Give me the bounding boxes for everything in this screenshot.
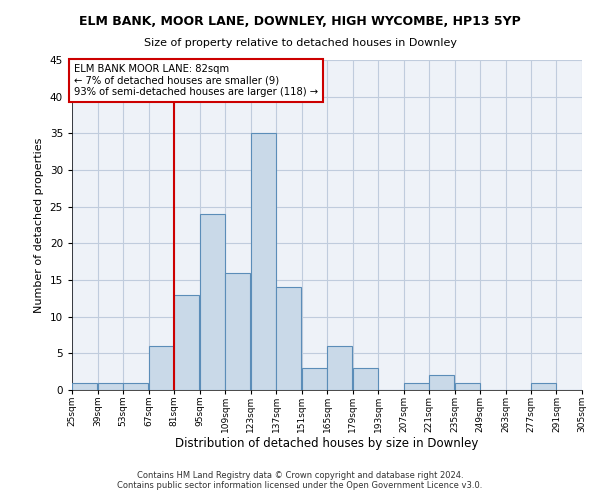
Bar	[532, 382, 556, 390]
Bar	[73, 382, 97, 390]
X-axis label: Distribution of detached houses by size in Downley: Distribution of detached houses by size …	[175, 438, 479, 450]
Text: ELM BANK MOOR LANE: 82sqm
← 7% of detached houses are smaller (9)
93% of semi-de: ELM BANK MOOR LANE: 82sqm ← 7% of detach…	[74, 64, 318, 97]
Text: Size of property relative to detached houses in Downley: Size of property relative to detached ho…	[143, 38, 457, 48]
Bar	[353, 368, 377, 390]
Bar	[328, 346, 352, 390]
Bar	[404, 382, 428, 390]
Bar	[251, 134, 275, 390]
Bar	[124, 382, 148, 390]
Bar	[149, 346, 173, 390]
Text: Contains HM Land Registry data © Crown copyright and database right 2024.
Contai: Contains HM Land Registry data © Crown c…	[118, 470, 482, 490]
Bar	[175, 294, 199, 390]
Bar	[277, 288, 301, 390]
Bar	[226, 272, 250, 390]
Bar	[455, 382, 479, 390]
Bar	[430, 376, 454, 390]
Bar	[98, 382, 122, 390]
Y-axis label: Number of detached properties: Number of detached properties	[34, 138, 44, 312]
Text: ELM BANK, MOOR LANE, DOWNLEY, HIGH WYCOMBE, HP13 5YP: ELM BANK, MOOR LANE, DOWNLEY, HIGH WYCOM…	[79, 15, 521, 28]
Bar	[200, 214, 224, 390]
Bar	[302, 368, 326, 390]
